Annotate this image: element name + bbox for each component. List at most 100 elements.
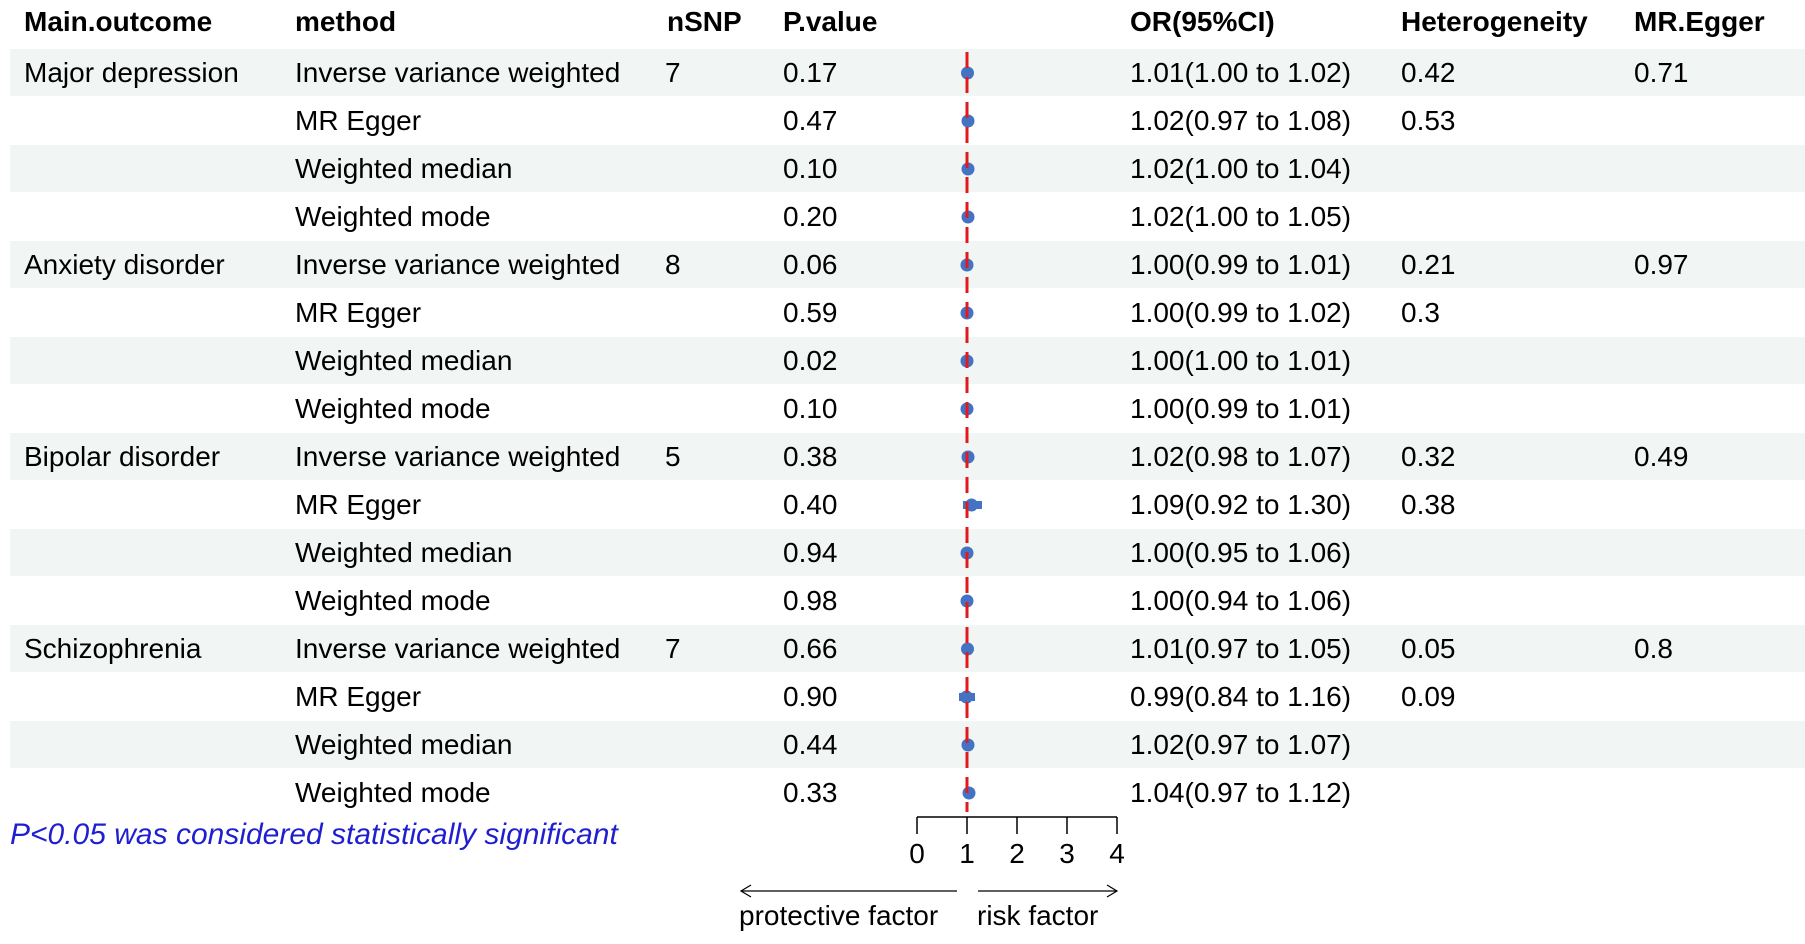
or-ci-cell: 1.02(0.98 to 1.07) — [1130, 441, 1352, 472]
heterogeneity-cell: 0.32 — [1401, 441, 1456, 472]
x-tick-label: 0 — [909, 838, 925, 869]
header-or-ci: OR(95%CI) — [1130, 6, 1275, 37]
method-cell: MR Egger — [295, 681, 422, 712]
p-value-cell: 0.10 — [783, 393, 838, 424]
or-ci-cell: 1.00(0.99 to 1.01) — [1130, 393, 1352, 424]
method-cell: Weighted mode — [295, 777, 491, 808]
header-nsnp: nSNP — [667, 6, 742, 37]
heterogeneity-cell: 0.05 — [1401, 633, 1456, 664]
p-value-cell: 0.94 — [783, 537, 838, 568]
heterogeneity-cell: 0.21 — [1401, 249, 1456, 280]
row-band — [10, 49, 1805, 96]
x-tick-label: 3 — [1059, 838, 1075, 869]
p-value-cell: 0.40 — [783, 489, 838, 520]
nsnp-cell: 7 — [665, 633, 681, 664]
p-value-cell: 0.59 — [783, 297, 838, 328]
method-cell: Weighted median — [295, 729, 513, 760]
p-value-cell: 0.38 — [783, 441, 838, 472]
p-value-cell: 0.90 — [783, 681, 838, 712]
or-ci-cell: 1.00(0.99 to 1.01) — [1130, 249, 1352, 280]
x-tick-label: 4 — [1109, 838, 1125, 869]
p-value-cell: 0.98 — [783, 585, 838, 616]
mr-egger-cell: 0.8 — [1634, 633, 1673, 664]
or-ci-cell: 1.00(0.94 to 1.06) — [1130, 585, 1352, 616]
row-band — [10, 433, 1805, 480]
risk-arrow-head — [1106, 884, 1119, 898]
method-cell: Weighted median — [295, 153, 513, 184]
header-main-outcome: Main.outcome — [24, 6, 213, 37]
or-point — [960, 594, 974, 608]
or-point — [961, 162, 975, 176]
p-value-cell: 0.20 — [783, 201, 838, 232]
risk-factor-label: risk factor — [977, 900, 1099, 931]
p-value-cell: 0.10 — [783, 153, 838, 184]
significance-note: P<0.05 was considered statistically sign… — [10, 818, 618, 851]
or-point — [961, 114, 975, 128]
method-cell: MR Egger — [295, 105, 422, 136]
mr-egger-cell: 0.71 — [1634, 57, 1689, 88]
method-cell: Inverse variance weighted — [295, 441, 621, 472]
p-value-cell: 0.66 — [783, 633, 838, 664]
or-ci-cell: 1.01(0.97 to 1.05) — [1130, 633, 1352, 664]
or-ci-cell: 1.04(0.97 to 1.12) — [1130, 777, 1352, 808]
or-ci-cell: 1.00(1.00 to 1.01) — [1130, 345, 1352, 376]
method-cell: Weighted mode — [295, 585, 491, 616]
or-ci-cell: 1.01(1.00 to 1.02) — [1130, 57, 1352, 88]
or-point — [961, 66, 974, 80]
or-ci-cell: 1.09(0.92 to 1.30) — [1130, 489, 1352, 520]
method-cell: MR Egger — [295, 489, 422, 520]
heterogeneity-cell: 0.42 — [1401, 57, 1456, 88]
method-cell: Weighted mode — [295, 201, 491, 232]
or-point — [960, 690, 973, 704]
method-cell: Weighted mode — [295, 393, 491, 424]
or-ci-cell: 1.00(0.95 to 1.06) — [1130, 537, 1352, 568]
outcome-cell: Major depression — [24, 57, 239, 88]
header-mr-egger: MR.Egger — [1634, 6, 1765, 37]
mr-egger-cell: 0.49 — [1634, 441, 1689, 472]
or-ci-cell: 1.02(0.97 to 1.07) — [1130, 729, 1352, 760]
row-band — [10, 625, 1805, 672]
method-cell: Inverse variance weighted — [295, 633, 621, 664]
p-value-cell: 0.02 — [783, 345, 838, 376]
method-cell: Inverse variance weighted — [295, 249, 621, 280]
mr-egger-cell: 0.97 — [1634, 249, 1689, 280]
or-ci-cell: 1.02(0.97 to 1.08) — [1130, 105, 1352, 136]
outcome-cell: Anxiety disorder — [24, 249, 225, 280]
method-cell: Inverse variance weighted — [295, 57, 621, 88]
method-cell: Weighted median — [295, 537, 513, 568]
method-cell: MR Egger — [295, 297, 422, 328]
protective-factor-label: protective factor — [739, 900, 939, 931]
or-ci-cell: 1.02(1.00 to 1.05) — [1130, 201, 1352, 232]
row-band — [10, 337, 1805, 384]
header-method: method — [295, 6, 397, 37]
nsnp-cell: 5 — [665, 441, 681, 472]
or-point — [961, 642, 974, 656]
nsnp-cell: 7 — [665, 57, 681, 88]
row-band — [10, 721, 1805, 768]
or-ci-cell: 1.00(0.99 to 1.02) — [1130, 297, 1352, 328]
p-value-cell: 0.17 — [783, 57, 838, 88]
outcome-cell: Schizophrenia — [24, 633, 202, 664]
or-point — [962, 786, 976, 800]
row-band — [10, 145, 1805, 192]
or-ci-cell: 0.99(0.84 to 1.16) — [1130, 681, 1352, 712]
p-value-cell: 0.47 — [783, 105, 838, 136]
p-value-cell: 0.33 — [783, 777, 838, 808]
heterogeneity-cell: 0.53 — [1401, 105, 1456, 136]
x-tick-label: 1 — [959, 838, 975, 869]
nsnp-cell: 8 — [665, 249, 681, 280]
p-value-cell: 0.44 — [783, 729, 838, 760]
header-p-value: P.value — [783, 6, 878, 37]
x-tick-label: 2 — [1009, 838, 1025, 869]
row-band — [10, 529, 1805, 576]
method-cell: Weighted median — [295, 345, 513, 376]
heterogeneity-cell: 0.3 — [1401, 297, 1440, 328]
or-point — [961, 738, 975, 752]
heterogeneity-cell: 0.38 — [1401, 489, 1456, 520]
or-ci-cell: 1.02(1.00 to 1.04) — [1130, 153, 1352, 184]
row-band — [10, 241, 1805, 288]
header-heterogeneity: Heterogeneity — [1401, 6, 1588, 37]
protective-arrow-head — [739, 884, 752, 898]
